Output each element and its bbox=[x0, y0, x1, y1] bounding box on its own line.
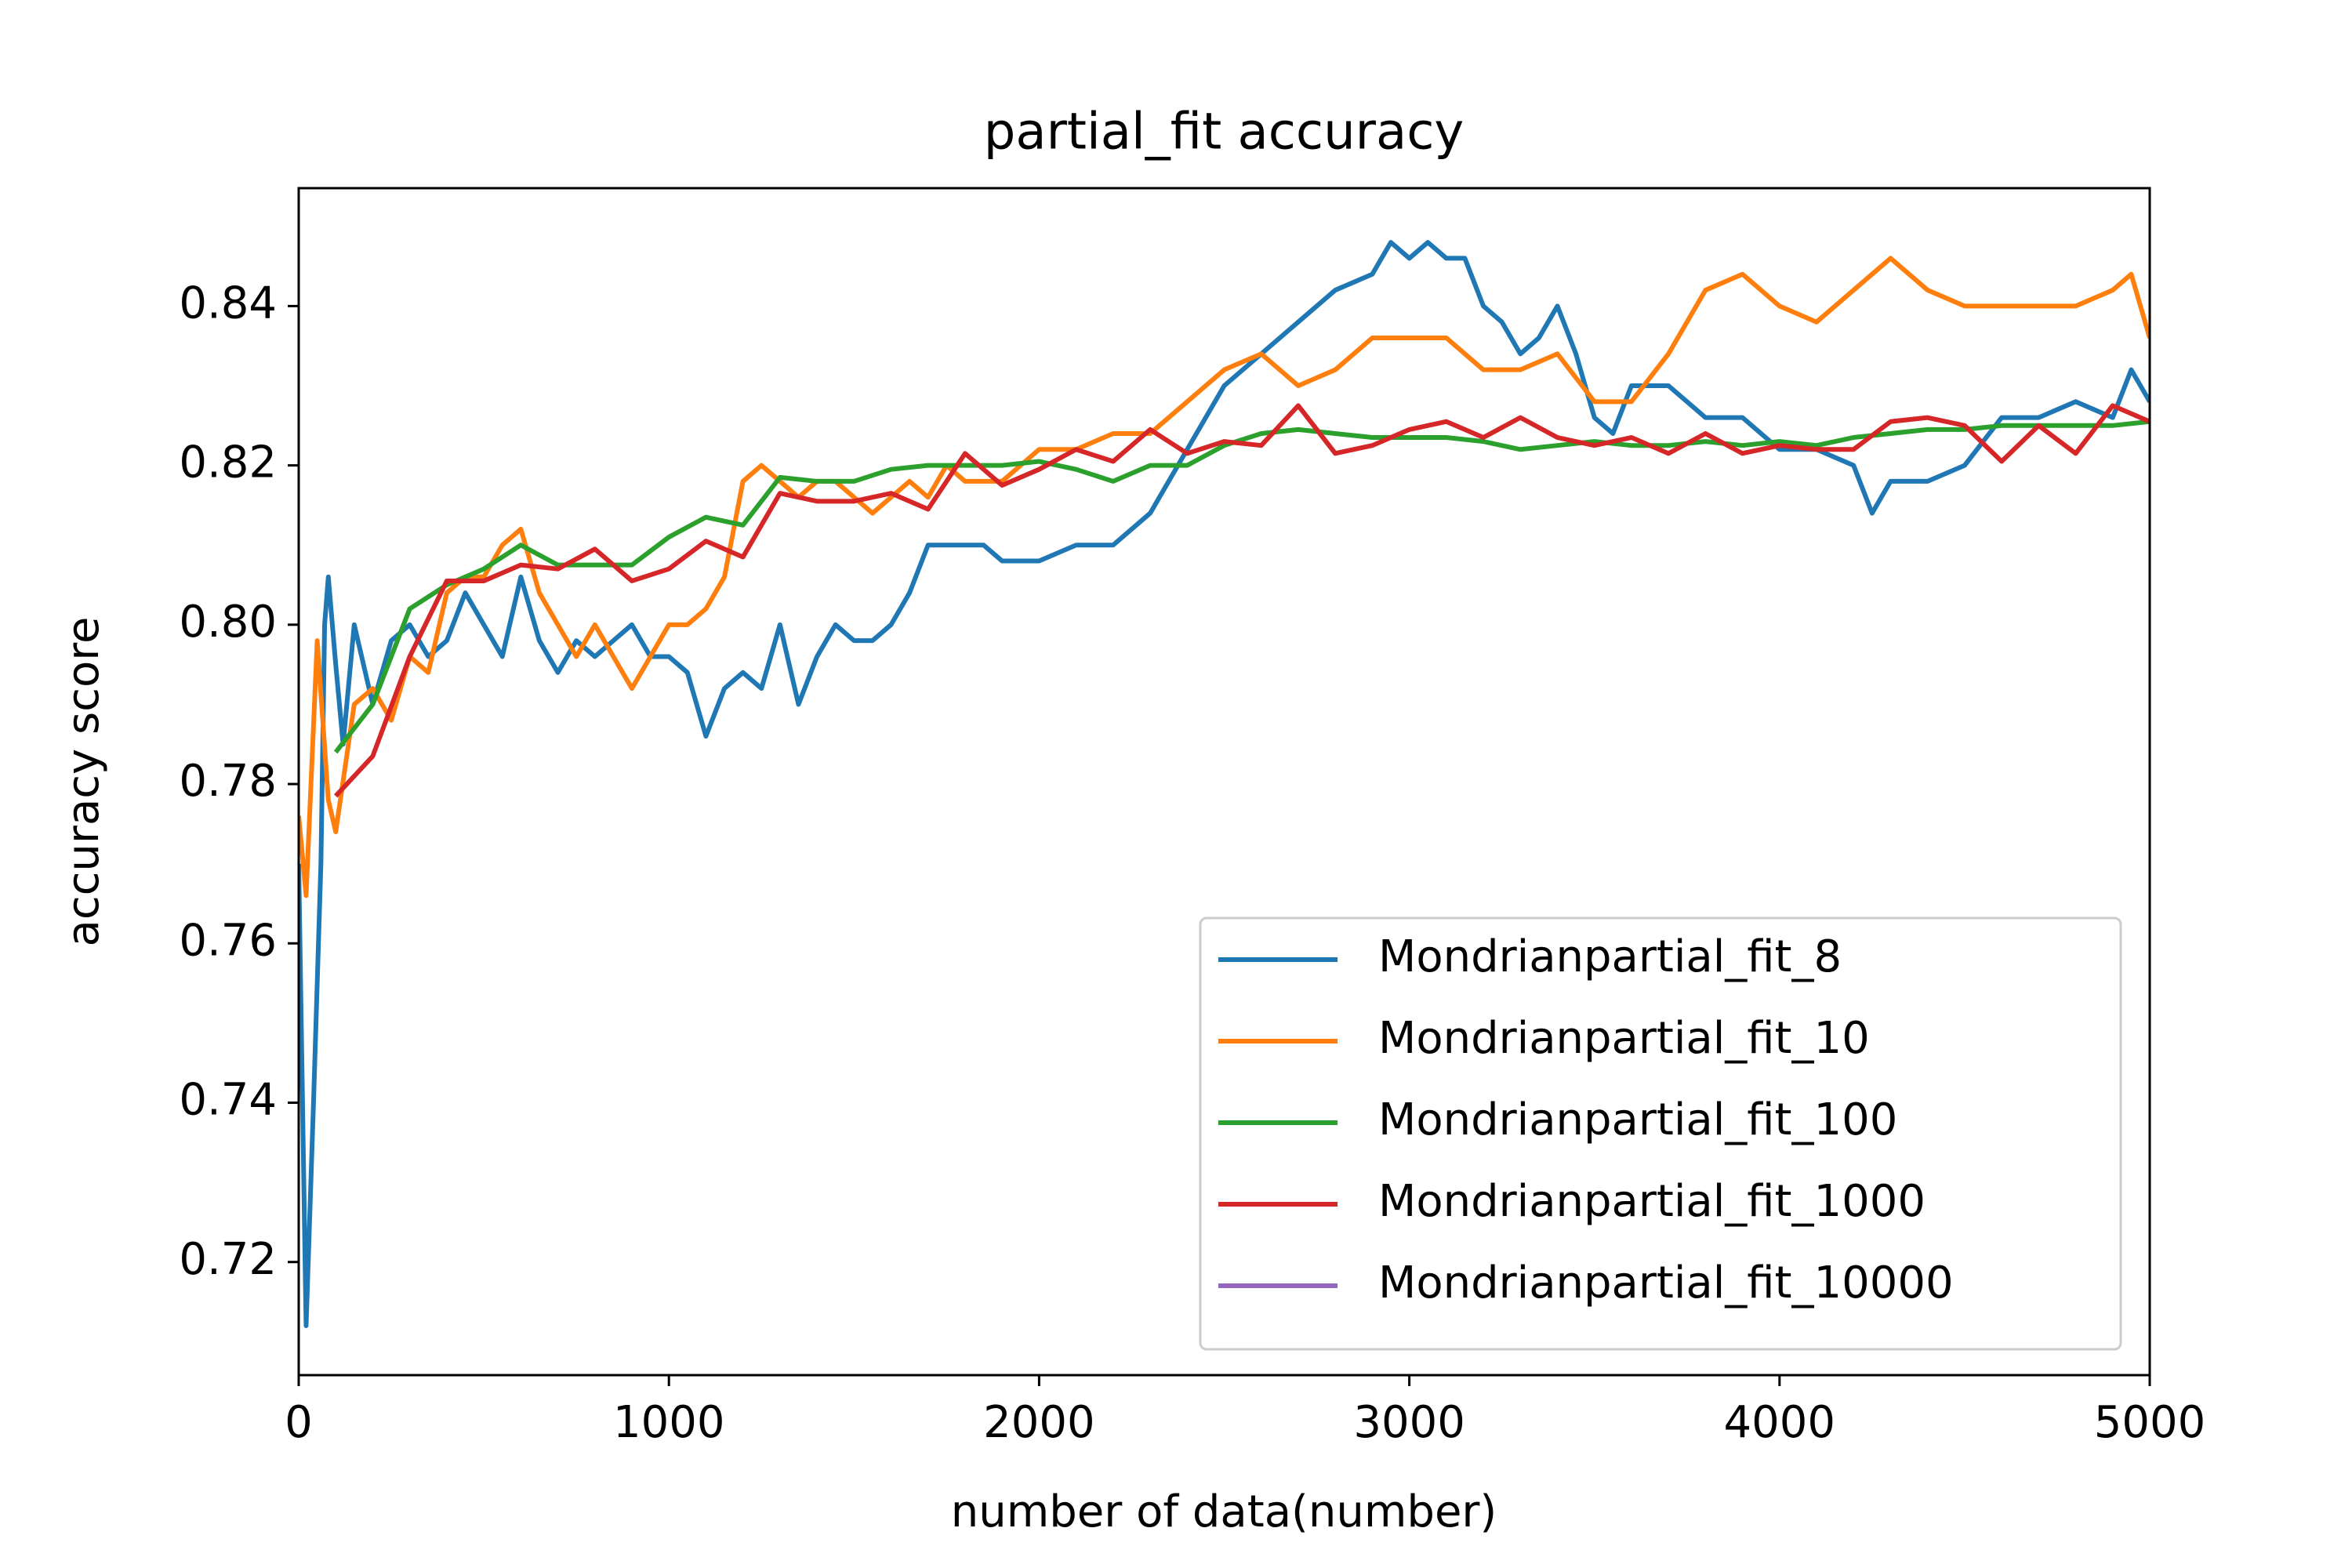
data-line bbox=[299, 256, 2150, 898]
legend-label: Mondrianpartial_fit_8 bbox=[1378, 931, 1842, 982]
x-axis-label: number of data(number) bbox=[951, 1486, 1497, 1537]
data-line bbox=[299, 240, 2150, 1328]
data-line bbox=[334, 403, 2150, 798]
y-tick-label: 0.84 bbox=[179, 278, 277, 329]
plot-frame bbox=[297, 187, 2151, 1377]
x-tick-label: 1000 bbox=[613, 1397, 725, 1448]
legend-label: Mondrianpartial_fit_10000 bbox=[1378, 1258, 1954, 1308]
legend-label: Mondrianpartial_fit_10 bbox=[1378, 1013, 1870, 1064]
x-tick-label: 5000 bbox=[2094, 1397, 2206, 1448]
x-tick-label: 3000 bbox=[1353, 1397, 1465, 1448]
x-tick-label: 4000 bbox=[1724, 1397, 1836, 1448]
y-tick-label: 0.74 bbox=[179, 1075, 277, 1126]
y-axis-label: accuracy score bbox=[58, 617, 109, 947]
y-tick-label: 0.76 bbox=[179, 915, 277, 966]
legend-label: Mondrianpartial_fit_1000 bbox=[1378, 1176, 1926, 1227]
legend-label: Mondrianpartial_fit_100 bbox=[1378, 1094, 1897, 1145]
legend-box bbox=[1199, 916, 2122, 1351]
x-tick-label: 2000 bbox=[983, 1397, 1095, 1448]
x-tick-label: 0 bbox=[285, 1397, 313, 1448]
y-tick-label: 0.72 bbox=[179, 1234, 277, 1285]
y-tick-label: 0.78 bbox=[179, 756, 277, 807]
data-line bbox=[333, 419, 2150, 754]
chart-title: partial_fit accuracy bbox=[984, 103, 1465, 162]
y-tick-label: 0.82 bbox=[179, 437, 277, 488]
y-tick-label: 0.80 bbox=[179, 597, 277, 648]
